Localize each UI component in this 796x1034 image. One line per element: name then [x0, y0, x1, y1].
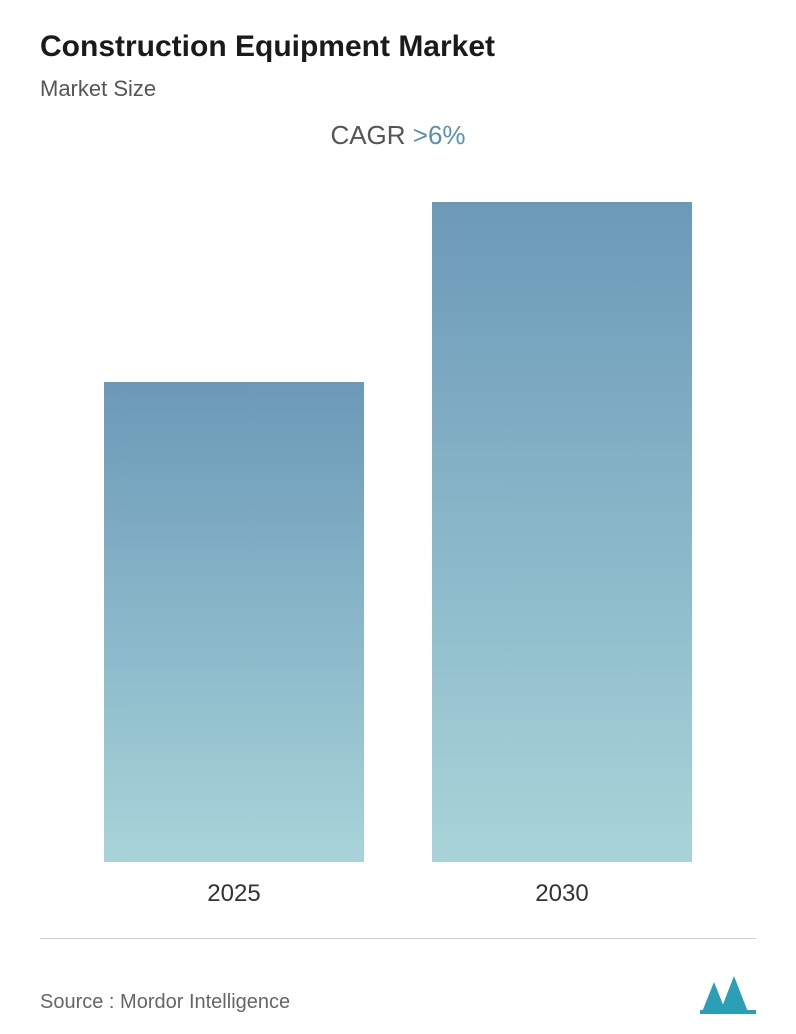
cagr-label: CAGR — [330, 120, 412, 150]
chart-container: Construction Equipment Market Market Siz… — [0, 0, 796, 1034]
cagr-value: >6% — [413, 120, 466, 150]
bar-group-2030: 2030 — [432, 202, 692, 908]
bar-label-2030: 2030 — [535, 880, 588, 908]
page-title: Construction Equipment Market — [40, 30, 756, 64]
footer: Source : Mordor Intelligence — [40, 964, 756, 1014]
page-subtitle: Market Size — [40, 76, 756, 102]
bar-group-2025: 2025 — [104, 382, 364, 908]
cagr-line: CAGR >6% — [40, 120, 756, 151]
bar-2025 — [104, 382, 364, 862]
source-text: Source : Mordor Intelligence — [40, 991, 290, 1014]
brand-logo-icon — [700, 974, 756, 1014]
footer-divider — [40, 938, 756, 939]
bar-chart: 2025 2030 — [40, 161, 756, 908]
bar-2030 — [432, 202, 692, 862]
bar-label-2025: 2025 — [207, 880, 260, 908]
